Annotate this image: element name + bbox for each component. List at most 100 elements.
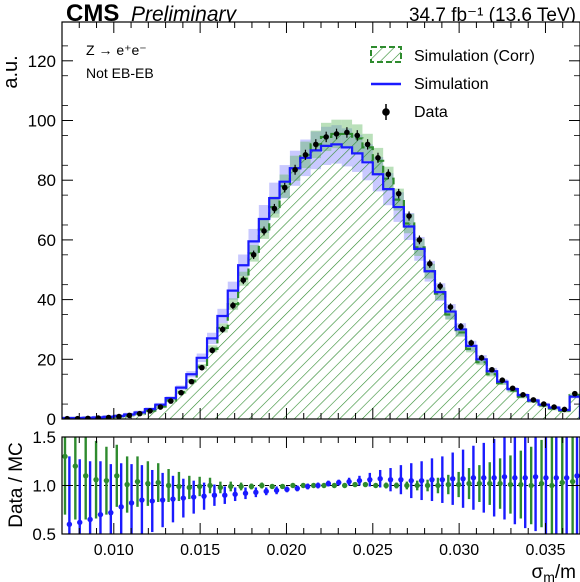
ratio-point (238, 483, 244, 490)
ratio-point (139, 497, 145, 503)
ratio-point (497, 480, 503, 487)
legend-swatch-sim-corr (370, 46, 402, 63)
ratio-point (300, 482, 306, 489)
data-point (147, 408, 153, 414)
data-point (437, 283, 443, 289)
ratio-panel: 0.5 1.0 1.5 0.010 0.015 0.020 0.025 0.030 0.035… (6, 428, 580, 582)
data-point (499, 377, 506, 383)
ratio-point (481, 475, 487, 481)
data-point (261, 228, 267, 234)
ratio-point (574, 473, 580, 479)
data-point (323, 134, 329, 140)
ratio-point (460, 476, 466, 482)
data-point (572, 390, 578, 397)
ratio-xtick-label: 0.020 (266, 542, 306, 559)
ratio-point (549, 482, 555, 489)
ratio-point (207, 482, 213, 489)
data-point (385, 171, 392, 178)
data-point (458, 323, 464, 330)
main-ytick-label: 20 (37, 350, 56, 369)
ratio-point (145, 480, 151, 487)
main-x-ticks (61, 22, 580, 419)
ratio-point (279, 483, 286, 490)
ratio-point (232, 491, 238, 497)
ratio-xlabel: σm/m (531, 562, 576, 582)
legend-entry-data: Data (382, 104, 448, 121)
ratio-xtick-label: 0.015 (180, 542, 220, 559)
ratio-point (77, 519, 83, 526)
main-y-axis: 0 20 40 60 80 100 120 (28, 45, 580, 429)
data-point (375, 155, 381, 161)
uncertainty-band-sim-corr (466, 345, 477, 353)
ratio-point (159, 497, 166, 503)
ratio-point (165, 482, 172, 489)
category-annotation: Not EB-EB (86, 65, 154, 81)
ratio-point (507, 481, 514, 488)
ratio-xtick-label: 0.010 (94, 542, 134, 559)
ratio-point (176, 483, 182, 490)
ratio-point (294, 485, 300, 492)
ratio-point (522, 475, 528, 481)
ratio-point (408, 477, 414, 484)
legend-entry-sim-corr: Simulation (Corr) (370, 46, 535, 65)
ratio-point (553, 475, 559, 481)
ratio-point (259, 482, 265, 489)
ratio-point (114, 473, 120, 479)
legend-swatch-data (382, 108, 390, 116)
ratio-point (512, 475, 518, 481)
ratio-ylabel: Data / MC (6, 442, 27, 528)
data-point (136, 410, 143, 417)
data-point (105, 414, 112, 419)
ratio-point (273, 487, 280, 494)
data-point (64, 415, 70, 419)
data-point (509, 385, 516, 392)
ratio-point (393, 482, 400, 489)
ratio-point (93, 476, 99, 483)
main-ytick-label: 120 (28, 52, 56, 71)
ratio-point (501, 474, 508, 480)
data-point (199, 364, 205, 371)
data-point (333, 131, 340, 137)
ratio-point (356, 477, 363, 484)
ratio-xtick-label: 0.030 (439, 542, 479, 559)
data-point (364, 141, 371, 148)
ratio-point (466, 480, 472, 487)
ratio-point (228, 483, 234, 490)
ratio-point (253, 489, 259, 495)
ratio-ytick-label: 0.5 (32, 525, 56, 544)
legend-label-sim: Simulation (414, 76, 489, 93)
ratio-point (170, 496, 176, 502)
ratio-point (346, 478, 352, 485)
data-point (271, 205, 278, 212)
ratio-point (315, 482, 321, 489)
ratio-point (108, 509, 114, 516)
ratio-point (435, 482, 441, 489)
ratio-point (304, 483, 311, 490)
data-point (240, 277, 247, 283)
ratio-point (62, 453, 68, 460)
main-ytick-label: 80 (37, 171, 56, 190)
ratio-point (543, 475, 549, 481)
ratio-point (439, 476, 446, 483)
ratio-point (284, 486, 290, 493)
data-point (520, 392, 526, 398)
ratio-point (186, 484, 192, 491)
ratio-point (331, 482, 338, 489)
ratio-point (155, 479, 161, 486)
ratio-x-axis: 0.010 0.015 0.020 0.025 0.030 0.035 (61, 437, 580, 559)
data-point (230, 302, 236, 309)
data-point (354, 132, 361, 139)
ratio-ytick-label: 1.5 (32, 428, 56, 447)
data-point (530, 397, 537, 403)
data-point (157, 404, 164, 410)
ratio-point (429, 476, 435, 483)
ratio-point (321, 482, 327, 489)
main-ytick-label: 60 (37, 231, 56, 250)
ratio-point (487, 480, 493, 487)
data-point (167, 398, 174, 404)
ratio-point (180, 495, 187, 501)
ratio-point (559, 479, 565, 486)
ratio-point (66, 521, 73, 527)
data-point (250, 252, 257, 258)
ratio-point (201, 493, 207, 499)
